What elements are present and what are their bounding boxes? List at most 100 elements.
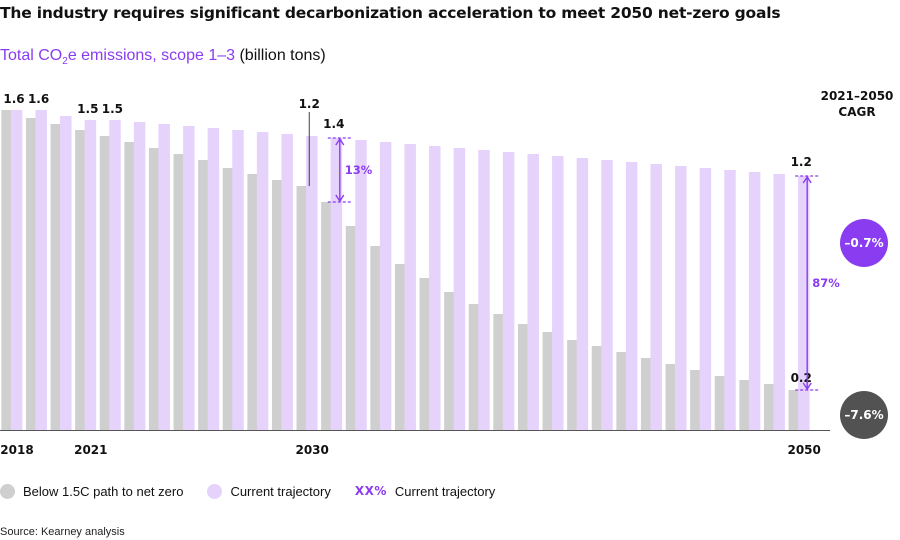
below-path-bar (419, 278, 432, 430)
below-path-bar (567, 340, 579, 430)
cagr-current-value: –0.7% (844, 236, 883, 250)
current-trajectory-bar (330, 138, 343, 430)
current-trajectory-bar (527, 154, 539, 430)
below-path-bar (739, 380, 751, 430)
gap-arrow-head-down (802, 382, 812, 391)
current-trajectory-bar (207, 128, 220, 430)
value-label: 1.5 (102, 102, 123, 116)
current-trajectory-bar (798, 176, 810, 430)
current-trajectory-bar (675, 166, 687, 430)
current-trajectory-bar (601, 160, 613, 430)
current-trajectory-bar (355, 140, 367, 430)
value-label: 1.6 (28, 92, 49, 106)
subtitle-unit: (billion tons) (239, 47, 326, 64)
gap-percentage-label: 13% (345, 163, 373, 177)
current-trajectory-bar (773, 174, 785, 430)
current-trajectory-bar (699, 168, 712, 430)
current-trajectory-bar (453, 148, 466, 430)
current-trajectory-bar (35, 110, 47, 430)
below-path-bar (690, 370, 702, 430)
chart-subtitle: Total CO2e emissions, scope 1–3 (billion… (0, 47, 326, 67)
current-trajectory-bar (379, 142, 392, 430)
x-tick-label: 2050 (787, 443, 820, 457)
current-trajectory-bar (158, 124, 170, 430)
legend-swatch-below-path (0, 483, 15, 499)
below-path-bar (370, 246, 382, 430)
below-path-bar (394, 264, 407, 430)
current-trajectory-bar (306, 136, 318, 430)
cagr-below-path-value: –7.6% (844, 408, 883, 422)
value-label: 0.2 (791, 371, 812, 385)
below-path-bar (50, 124, 63, 430)
below-path-bar (198, 160, 210, 430)
legend-item-below-path: Below 1.5C path to net zero (0, 483, 184, 499)
below-path-bar (148, 148, 161, 430)
current-trajectory-bar (552, 156, 564, 430)
cagr-heading-years: 2021–2050 (821, 89, 894, 103)
current-trajectory-bar (256, 132, 269, 430)
gap-arrow-head-up (802, 175, 812, 184)
gap-arrow-head-down (335, 194, 345, 203)
below-path-bar (616, 352, 628, 430)
below-path-bar (468, 304, 481, 430)
below-path-bar (1, 110, 13, 430)
legend-label-percentage: Current trajectory (394, 483, 496, 499)
cagr-heading: CAGR (838, 105, 875, 119)
x-tick-label: 2030 (295, 443, 328, 457)
current-trajectory-bar (502, 152, 515, 430)
below-path-bar (345, 226, 358, 430)
current-trajectory-bar (60, 116, 72, 430)
value-label: 1.6 (3, 92, 24, 106)
below-path-bar (296, 186, 309, 430)
legend-swatch-current (207, 483, 223, 499)
current-trajectory-bar (404, 144, 416, 430)
value-label: 1.2 (299, 97, 320, 111)
current-trajectory-bar (281, 134, 293, 430)
below-path-bar (517, 324, 530, 430)
x-axis-ticks: 2018 2021 2030 2050 (0, 443, 821, 457)
below-path-bar (665, 364, 678, 430)
legend-pct-symbol: XX% (354, 484, 387, 498)
current-trajectory-bar (478, 150, 490, 430)
legend-label-below-path: Below 1.5C path to net zero (23, 483, 184, 499)
legend-label-current: Current trajectory (230, 483, 331, 499)
legend: Below 1.5C path to net zero Current traj… (0, 482, 519, 500)
below-path-bar (222, 168, 235, 430)
value-label: 1.5 (77, 102, 98, 116)
current-trajectory-bar (232, 130, 244, 430)
x-tick-label: 2021 (74, 443, 107, 457)
value-labels: 1.6 1.61.5 1.5 1.21.41.20.2 (3, 92, 811, 385)
legend-item-percentage: XX% Current trajectory (355, 484, 495, 499)
current-trajectory-bar (625, 162, 638, 430)
current-trajectory-bar (724, 170, 736, 430)
below-path-bar (247, 174, 259, 430)
current-trajectory-bar (650, 164, 662, 430)
current-trajectory-series (10, 110, 810, 430)
current-trajectory-bar (133, 122, 146, 430)
gap-annotations: 13% 87% (327, 137, 840, 391)
current-trajectory-bar (109, 120, 121, 430)
below-path-bar (321, 202, 333, 430)
cagr-current-badge (840, 219, 888, 267)
below-path-bar (75, 130, 87, 430)
x-tick-label: 2018 (0, 443, 33, 457)
below-path-bar (763, 384, 776, 430)
below-path-bar (542, 332, 555, 430)
subtitle-metric: Total CO2e emissions, scope 1–3 (0, 47, 236, 68)
below-path-bar (714, 376, 727, 430)
below-path-bar (173, 154, 186, 430)
below-path-bar (444, 292, 456, 430)
below-path-bar (99, 136, 112, 430)
current-trajectory-bar (84, 120, 97, 430)
below-path-bar (271, 180, 284, 430)
gap-arrow-head-up (335, 137, 345, 146)
below-path-bar (493, 314, 505, 430)
below-path-bar (591, 346, 604, 430)
below-path-bar (640, 358, 653, 430)
chart-title: The industry requires significant decarb… (0, 4, 781, 22)
current-trajectory-bar (429, 146, 441, 430)
below-path-series (1, 110, 801, 430)
legend-item-current: Current trajectory (207, 483, 331, 499)
current-trajectory-bar (576, 158, 589, 430)
